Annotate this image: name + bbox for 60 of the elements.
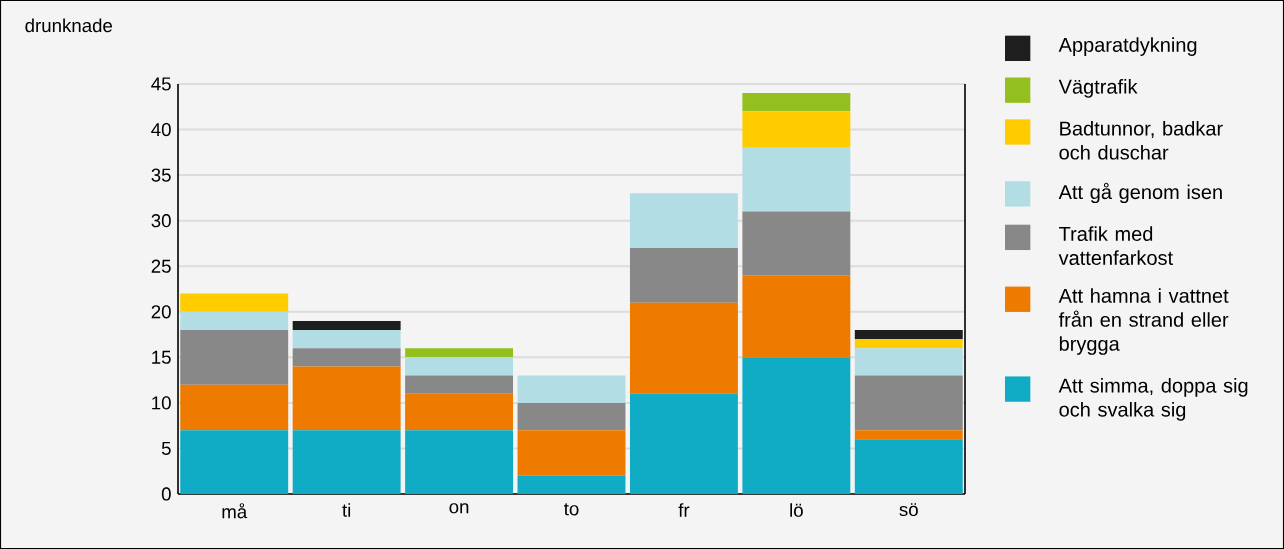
x-tick-label: må — [222, 503, 248, 519]
bar — [180, 384, 289, 431]
legend-label: Vägtrafik — [1058, 79, 1138, 98]
legend-label: Badtunnor, badkar och duschar — [1059, 120, 1223, 160]
x-tick-label: lö — [790, 503, 803, 517]
y-tick-label: 10 — [152, 396, 171, 410]
bar — [292, 430, 401, 494]
bar — [854, 329, 963, 340]
bar — [180, 329, 289, 385]
y-axis-title: drunknade — [25, 18, 113, 33]
bar — [854, 339, 963, 349]
bar — [517, 402, 626, 431]
legend-label: Trafik med vattenfarkost — [1058, 226, 1173, 265]
legend-label: Att simma, doppa sig och svalka sig — [1058, 378, 1248, 421]
bar — [180, 430, 289, 494]
bar — [629, 247, 738, 303]
bar — [742, 211, 851, 276]
y-tick-label: 0 — [161, 487, 171, 501]
y-tick-label: 15 — [152, 350, 171, 364]
bar — [517, 375, 626, 403]
x-tick-label: to — [564, 503, 579, 516]
bar — [742, 147, 851, 212]
x-tick-label: sö — [899, 503, 918, 517]
x-tick-label: ti — [342, 503, 351, 517]
bar — [854, 375, 963, 431]
x-tick-label: fr — [678, 503, 690, 517]
bar — [292, 348, 401, 367]
bar — [854, 348, 963, 376]
bar — [405, 375, 514, 394]
y-tick-label: 40 — [151, 122, 171, 137]
bar — [292, 329, 401, 349]
bar — [517, 475, 626, 494]
bar — [742, 275, 851, 358]
bar — [517, 430, 626, 476]
bar — [742, 357, 851, 494]
legend-label: Apparatdykning — [1058, 37, 1197, 56]
bar — [405, 348, 514, 358]
bar — [629, 302, 738, 394]
bar — [629, 193, 738, 248]
y-tick-label: 20 — [151, 305, 171, 319]
bar — [854, 430, 963, 440]
bar — [405, 357, 514, 376]
bar — [854, 439, 963, 494]
bar — [292, 366, 401, 431]
y-tick-label: 35 — [151, 168, 171, 182]
bar — [742, 93, 851, 112]
bar — [180, 311, 289, 330]
y-tick-label: 5 — [161, 441, 171, 455]
bar — [292, 320, 401, 330]
y-tick-label: 45 — [151, 77, 171, 91]
bar — [405, 393, 514, 431]
bar — [742, 111, 851, 148]
x-tick-label: on — [449, 503, 469, 514]
legend-label: Att hamna i vattnet från en strand eller brygga — [1058, 288, 1229, 355]
y-tick-label: 30 — [151, 214, 171, 228]
bar — [629, 393, 738, 494]
bar — [405, 430, 514, 494]
bar — [180, 293, 289, 312]
y-tick-label: 25 — [151, 259, 171, 273]
legend-label: Att gå genom isen — [1058, 182, 1222, 204]
